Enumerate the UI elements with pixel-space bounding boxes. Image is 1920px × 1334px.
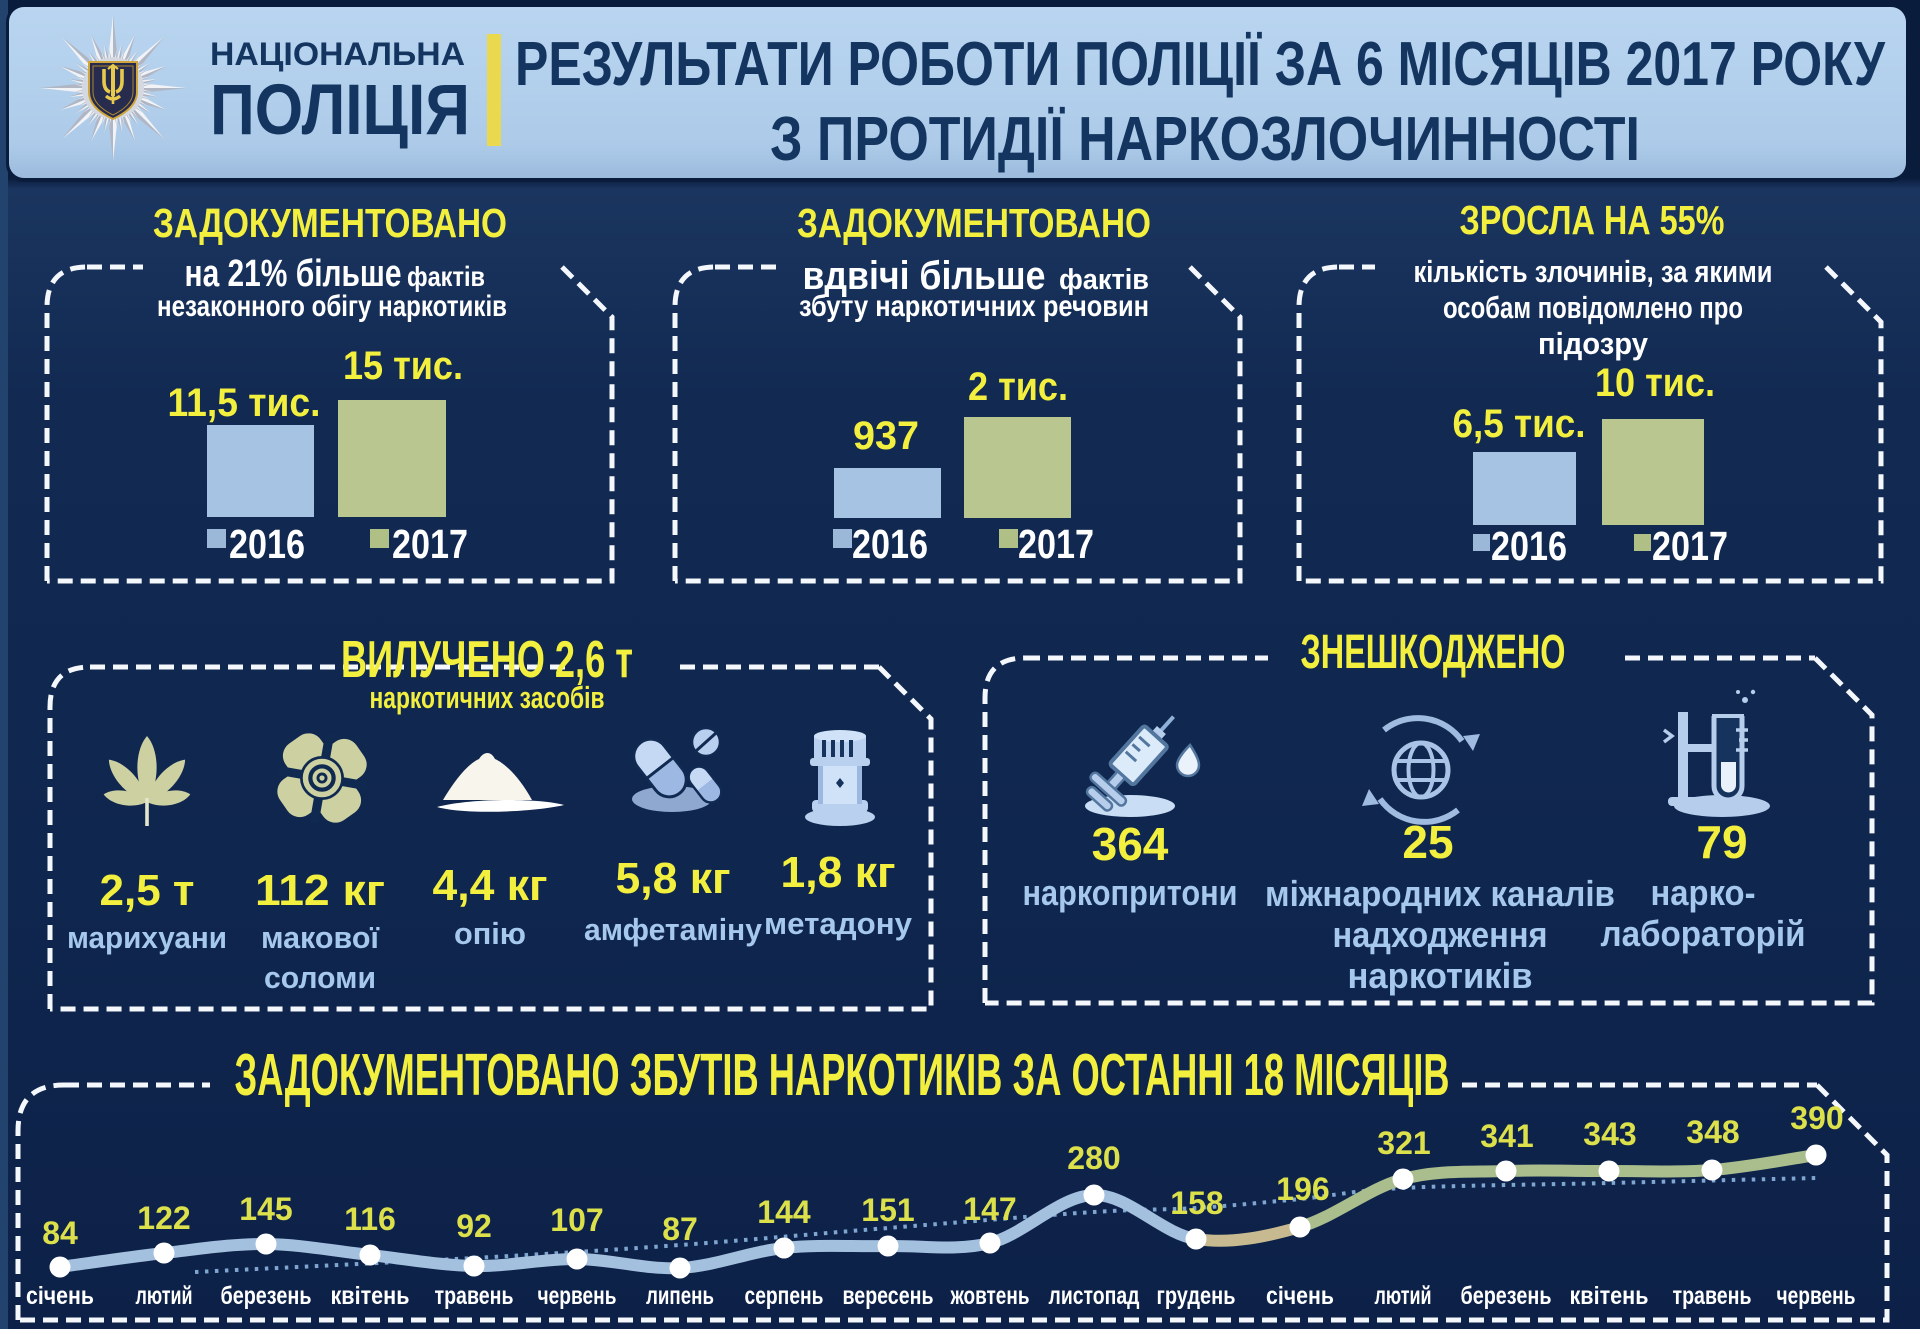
svg-text:107: 107 [550, 1202, 603, 1238]
svg-text:червень: червень [1777, 1282, 1856, 1310]
svg-text:84: 84 [42, 1215, 78, 1251]
svg-text:10 тис.: 10 тис. [1595, 361, 1715, 405]
svg-text:НАЦІОНАЛЬНА: НАЦІОНАЛЬНА [210, 36, 465, 72]
svg-text:серпень: серпень [745, 1282, 824, 1310]
svg-text:липень: липень [646, 1282, 714, 1310]
svg-text:міжнародних каналів: міжнародних каналів [1265, 873, 1615, 914]
svg-text:нарко-: нарко- [1651, 872, 1756, 913]
svg-text:кількість злочинів, за якими: кількість злочинів, за якими [1414, 254, 1773, 289]
svg-text:2017: 2017 [1652, 523, 1728, 569]
svg-text:196: 196 [1276, 1171, 1329, 1207]
svg-text:збуту наркотичних речовин: збуту наркотичних речовин [799, 290, 1149, 323]
svg-text:метадону: метадону [764, 906, 913, 941]
svg-text:151: 151 [861, 1192, 914, 1228]
svg-text:25: 25 [1402, 816, 1453, 868]
svg-text:ЗАДОКУМЕНТОВАНО ЗБУТІВ НАРКОТИ: ЗАДОКУМЕНТОВАНО ЗБУТІВ НАРКОТИКІВ ЗА ОСТ… [235, 1042, 1450, 1108]
svg-text:опію: опію [454, 916, 526, 951]
svg-text:92: 92 [456, 1208, 492, 1244]
svg-text:145: 145 [239, 1191, 292, 1227]
svg-text:2017: 2017 [1018, 521, 1094, 567]
svg-text:наркотиків: наркотиків [1348, 955, 1533, 996]
svg-text:марихуани: марихуани [67, 920, 227, 955]
svg-text:травень: травень [435, 1282, 514, 1310]
svg-text:2016: 2016 [1491, 523, 1567, 569]
svg-text:ВИЛУЧЕНО 2,6 т: ВИЛУЧЕНО 2,6 т [341, 631, 633, 689]
svg-text:лютий: лютий [1375, 1282, 1432, 1310]
svg-text:фактів: фактів [407, 261, 485, 292]
svg-text:348: 348 [1686, 1114, 1739, 1150]
svg-text:ЗАДОКУМЕНТОВАНО: ЗАДОКУМЕНТОВАНО [797, 200, 1151, 246]
svg-text:ЗРОСЛА НА 55%: ЗРОСЛА НА 55% [1460, 197, 1725, 243]
svg-text:червень: червень [538, 1282, 617, 1310]
svg-text:15 тис.: 15 тис. [343, 344, 463, 388]
svg-text:грудень: грудень [1157, 1282, 1236, 1310]
svg-text:соломи: соломи [264, 960, 376, 995]
svg-text:лабораторій: лабораторій [1601, 913, 1806, 954]
svg-text:2,5 т: 2,5 т [100, 866, 195, 915]
svg-text:122: 122 [137, 1200, 190, 1236]
svg-text:травень: травень [1673, 1282, 1752, 1310]
svg-text:6,5 тис.: 6,5 тис. [1453, 402, 1586, 446]
svg-text:ЗАДОКУМЕНТОВАНО: ЗАДОКУМЕНТОВАНО [153, 200, 507, 246]
svg-text:лютий: лютий [136, 1282, 193, 1310]
svg-text:364: 364 [1092, 818, 1169, 870]
svg-text:РЕЗУЛЬТАТИ РОБОТИ ПОЛІЦІЇ ЗА 6: РЕЗУЛЬТАТИ РОБОТИ ПОЛІЦІЇ ЗА 6 МІСЯЦІВ 2… [515, 30, 1886, 99]
svg-text:2016: 2016 [229, 521, 305, 567]
svg-text:наркопритони: наркопритони [1023, 872, 1238, 913]
svg-text:особам повідомлено про: особам повідомлено про [1443, 290, 1743, 325]
svg-text:937: 937 [853, 414, 919, 458]
svg-text:січень: січень [1266, 1282, 1334, 1310]
svg-text:390: 390 [1790, 1100, 1843, 1136]
svg-text:березень: березень [221, 1282, 312, 1310]
svg-text:144: 144 [757, 1194, 811, 1230]
svg-text:2 тис.: 2 тис. [968, 365, 1068, 409]
svg-text:1,8 кг: 1,8 кг [781, 848, 896, 897]
svg-text:січень: січень [26, 1282, 94, 1310]
svg-text:квітень: квітень [1570, 1282, 1649, 1310]
svg-text:підозру: підозру [1538, 326, 1649, 361]
svg-text:фактів: фактів [1059, 264, 1149, 296]
svg-text:вересень: вересень [843, 1282, 934, 1310]
svg-text:158: 158 [1170, 1185, 1223, 1221]
svg-text:2017: 2017 [392, 521, 468, 567]
svg-text:наркотичних засобів: наркотичних засобів [370, 680, 605, 715]
svg-text:112 кг: 112 кг [255, 866, 385, 915]
svg-text:ПОЛІЦІЯ: ПОЛІЦІЯ [210, 71, 470, 150]
svg-text:незаконного обігу наркотиків: незаконного обігу наркотиків [157, 290, 507, 323]
svg-text:жовтень: жовтень [950, 1282, 1030, 1310]
svg-text:280: 280 [1067, 1140, 1120, 1176]
svg-text:надходження: надходження [1333, 914, 1548, 955]
svg-text:5,8 кг: 5,8 кг [616, 854, 731, 903]
svg-text:11,5 тис.: 11,5 тис. [168, 381, 321, 425]
svg-text:ЗНЕШКОДЖЕНО: ЗНЕШКОДЖЕНО [1301, 626, 1566, 679]
svg-text:79: 79 [1696, 816, 1747, 868]
svg-text:321: 321 [1377, 1125, 1430, 1161]
svg-text:З ПРОТИДІЇ НАРКОЗЛОЧИННОСТІ: З ПРОТИДІЇ НАРКОЗЛОЧИННОСТІ [770, 105, 1640, 174]
svg-text:343: 343 [1583, 1116, 1636, 1152]
svg-text:87: 87 [662, 1211, 698, 1247]
svg-text:2016: 2016 [852, 521, 928, 567]
svg-text:вдвічі більше: вдвічі більше [803, 254, 1046, 298]
svg-text:листопад: листопад [1049, 1282, 1140, 1310]
svg-text:квітень: квітень [331, 1282, 410, 1310]
svg-text:макової: макової [261, 920, 380, 955]
svg-text:341: 341 [1480, 1118, 1533, 1154]
svg-text:березень: березень [1461, 1282, 1552, 1310]
svg-text:147: 147 [963, 1191, 1016, 1227]
svg-text:116: 116 [344, 1201, 396, 1237]
svg-text:на 21% більше: на 21% більше [185, 253, 402, 295]
svg-text:амфетаміну: амфетаміну [584, 912, 763, 947]
svg-text:4,4 кг: 4,4 кг [433, 861, 548, 910]
